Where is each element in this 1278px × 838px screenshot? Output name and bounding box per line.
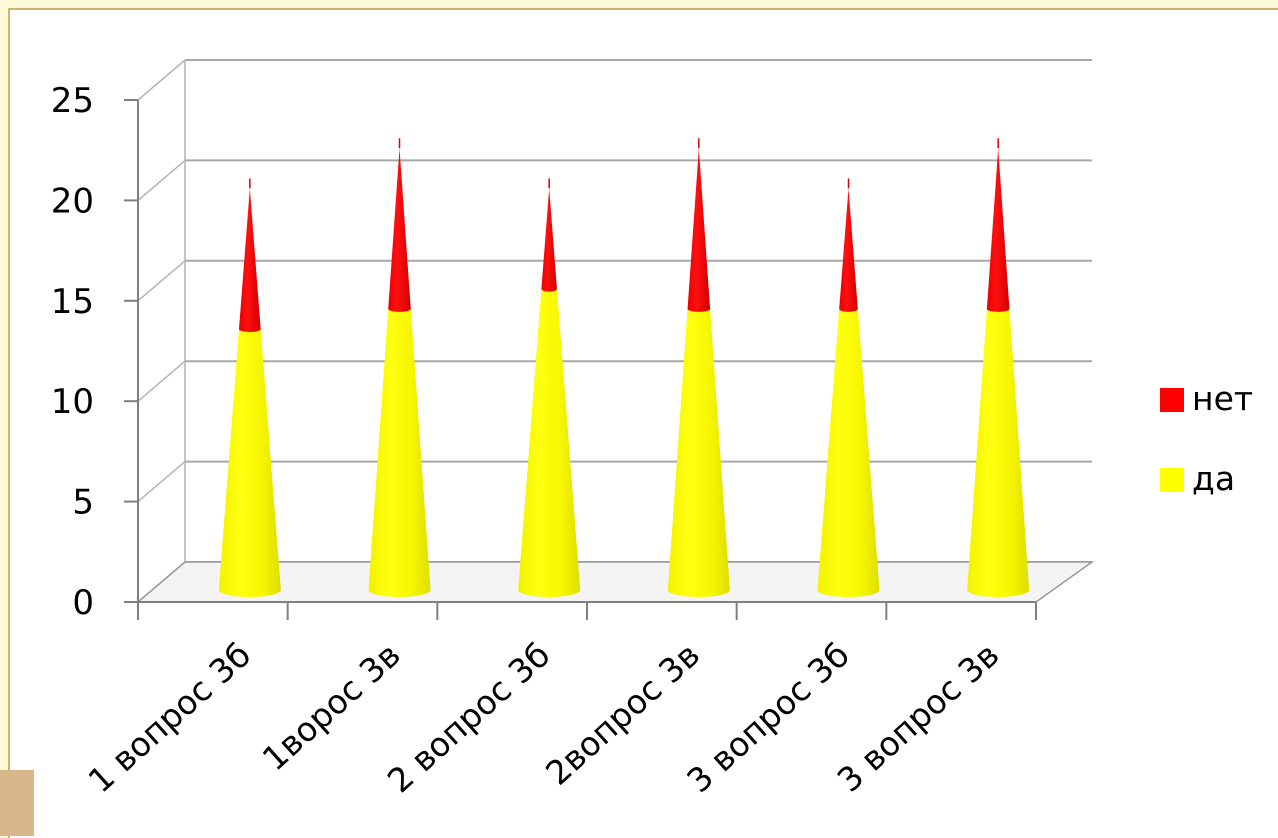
cone-yes-segment bbox=[218, 325, 281, 597]
x-category-label: 3 вопрос 3в bbox=[830, 635, 1007, 800]
gridlines bbox=[135, 59, 1095, 603]
x-category-label: 1 вопрос 3б bbox=[81, 635, 259, 800]
cone-no-segment bbox=[986, 148, 1010, 312]
cone-yes-segment bbox=[967, 305, 1030, 597]
gridline-side bbox=[137, 360, 186, 402]
cone-no-segment bbox=[541, 188, 557, 292]
x-category-label: 3 вопрос 3б bbox=[679, 635, 857, 800]
cone-no-segment bbox=[238, 188, 261, 332]
y-tick-label: 20 bbox=[51, 181, 94, 221]
gridline-side bbox=[137, 159, 186, 201]
chart-floor bbox=[135, 561, 1095, 603]
y-tick-label: 25 bbox=[51, 81, 94, 121]
cone-yes-segment bbox=[518, 285, 581, 598]
y-tick-label: 5 bbox=[72, 483, 94, 523]
x-category-label: 2 вопрос 3б bbox=[380, 635, 558, 800]
y-tick-label: 10 bbox=[51, 382, 94, 422]
cone-yes-segment bbox=[667, 305, 730, 598]
chart-area bbox=[8, 8, 1278, 838]
legend-swatch bbox=[1160, 388, 1184, 412]
gridline-side bbox=[137, 59, 186, 101]
axes bbox=[124, 99, 1037, 620]
legend-swatch bbox=[1160, 468, 1184, 492]
cone-no-segment bbox=[687, 148, 711, 312]
cone-yes-segment bbox=[368, 305, 431, 598]
y-tick-label: 0 bbox=[72, 583, 94, 623]
legend: нет да bbox=[1160, 379, 1253, 498]
cone-no-segment bbox=[388, 148, 411, 312]
cones bbox=[218, 138, 1030, 598]
x-category-label: 1ворос 3в bbox=[255, 635, 408, 778]
slide-corner-decoration bbox=[0, 770, 34, 836]
cone-yes-segment bbox=[817, 305, 880, 597]
y-tick-label: 15 bbox=[51, 282, 94, 322]
legend-label: нет bbox=[1192, 379, 1253, 418]
cone-no-segment bbox=[839, 188, 858, 312]
gridline-side bbox=[137, 461, 186, 503]
gridline-side bbox=[137, 260, 186, 302]
legend-label: да bbox=[1192, 459, 1235, 498]
